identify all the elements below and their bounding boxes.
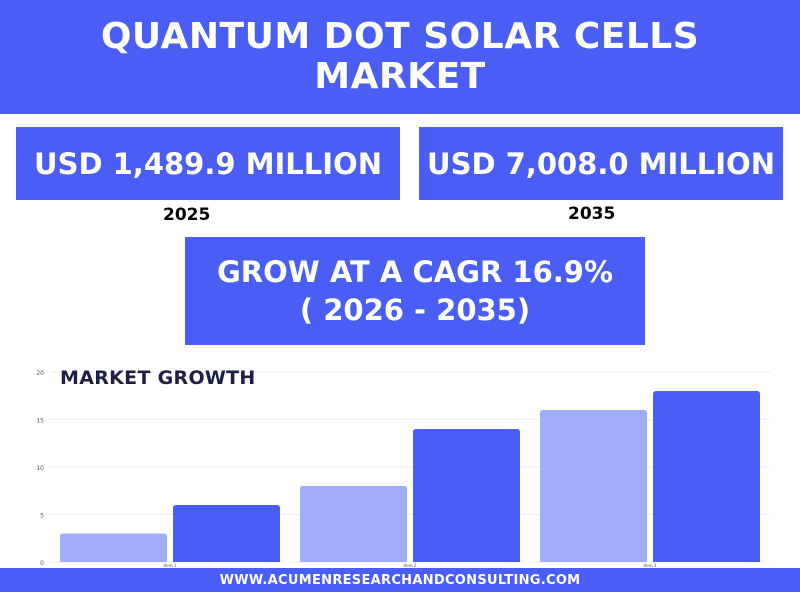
cagr-period: ( 2026 - 2035) <box>299 293 531 327</box>
chart-title: MARKET GROWTH <box>60 367 256 389</box>
chart-bar <box>540 410 647 562</box>
page-title: QUANTUM DOT SOLAR CELLS MARKET <box>100 16 700 97</box>
y-tick-label: 20 <box>36 370 44 377</box>
y-tick-label: 10 <box>36 465 44 472</box>
y-tick-label: 15 <box>36 418 44 425</box>
cagr-box: GROW AT A CAGR 16.9% ( 2026 - 2035) <box>185 237 645 345</box>
chart-bar <box>173 505 280 562</box>
y-tick-label: 5 <box>40 513 44 520</box>
stat-value-2035: USD 7,008.0 MILLION <box>427 146 775 181</box>
x-tick-label: Item 2 <box>404 563 417 568</box>
footer-banner: WWW.ACUMENRESEARCHANDCONSULTING.COM <box>0 568 800 592</box>
y-tick-label: 0 <box>40 560 44 567</box>
stat-box-2035: USD 7,008.0 MILLION <box>419 127 783 200</box>
chart-bar <box>653 391 760 562</box>
stat-box-2025: USD 1,489.9 MILLION <box>16 127 400 200</box>
chart-bar <box>413 429 520 562</box>
chart-bar <box>300 486 407 562</box>
footer-url[interactable]: WWW.ACUMENRESEARCHANDCONSULTING.COM <box>219 572 581 588</box>
x-tick-label: Item 1 <box>164 563 177 568</box>
chart-bar <box>60 533 167 562</box>
header-banner: QUANTUM DOT SOLAR CELLS MARKET <box>0 0 800 114</box>
x-tick-label: Item 3 <box>644 563 657 568</box>
stat-year-2035: 2035 <box>568 204 616 224</box>
stat-value-2025: USD 1,489.9 MILLION <box>34 146 382 181</box>
cagr-rate: GROW AT A CAGR 16.9% <box>216 255 614 289</box>
stat-year-2025: 2025 <box>163 205 211 225</box>
